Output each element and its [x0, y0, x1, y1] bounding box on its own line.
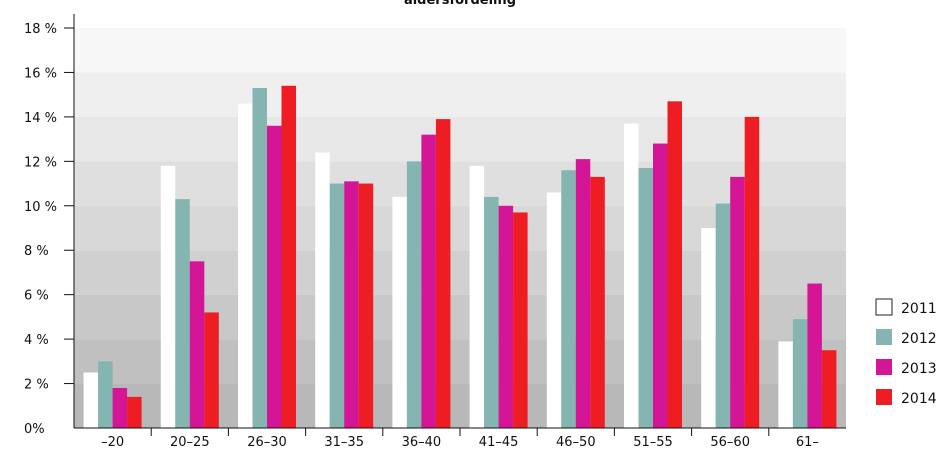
bar-2012-7: [638, 168, 653, 428]
x-tick-label: 20–25: [170, 435, 210, 450]
bar-2013-8: [730, 176, 745, 428]
legend-swatch-2013: [876, 359, 892, 375]
bar-2013-9: [807, 283, 822, 428]
bar-2013-3: [344, 181, 359, 428]
bar-2012-8: [715, 203, 731, 428]
bar-2012-6: [561, 170, 576, 428]
bar-2012-2: [252, 88, 267, 428]
bar-2011-6: [546, 192, 562, 428]
legend: 2011 2012 2013 2014: [875, 298, 937, 407]
bar-2012-4: [406, 161, 422, 429]
y-axis-ticks: 0% 2 % 4 % 6 % 8 % 10 % 12 % 14 % 16 % 18 %: [24, 22, 74, 437]
bar-2011-2: [238, 103, 253, 429]
y-tick-label: 16 %: [24, 66, 57, 81]
legend-label-2012: 2012: [901, 331, 937, 347]
bar-2013-4: [421, 134, 436, 428]
bar-2014-6: [590, 176, 605, 428]
y-tick-label: 14 %: [24, 111, 57, 126]
y-tick-label: 18 %: [24, 22, 57, 37]
bar-2014-8: [744, 116, 760, 428]
x-tick-label: 56–60: [710, 435, 750, 450]
bar-2012-0: [98, 361, 113, 428]
bar-2014-9: [821, 350, 837, 428]
bar-2011-0: [83, 372, 99, 428]
bar-2011-8: [701, 228, 716, 428]
x-tick-label: 36–40: [402, 435, 442, 450]
bar-2014-2: [281, 85, 296, 429]
y-tick-label: 4 %: [24, 333, 49, 348]
y-tick-label: 10 %: [24, 200, 57, 215]
background-band: [74, 161, 846, 206]
background-band: [74, 116, 846, 162]
x-tick-label: 41–45: [479, 435, 519, 450]
bar-2011-5: [469, 165, 485, 428]
x-tick-label: 26–30: [247, 435, 287, 450]
bar-2014-1: [204, 312, 219, 428]
x-tick-label: 31–35: [324, 435, 364, 450]
bar-2014-4: [435, 119, 451, 428]
bar-2014-5: [513, 212, 528, 428]
x-tick-label: 51–55: [633, 435, 673, 450]
bar-2011-9: [778, 341, 793, 428]
x-tick-label: 46–50: [556, 435, 596, 450]
x-axis-ticks: –20 20–25 26–30 31–35 36–40 41–45 46–50 51–55 56…: [101, 428, 819, 450]
bar-2013-5: [498, 205, 514, 428]
bar-2013-7: [653, 143, 668, 429]
y-tick-label: 6 %: [24, 289, 49, 304]
bars: [83, 85, 837, 429]
bar-2013-0: [112, 388, 128, 428]
legend-swatch-2011: [875, 298, 893, 316]
legend-label-2013: 2013: [901, 361, 937, 377]
bar-2012-1: [175, 199, 190, 428]
bar-2012-3: [329, 183, 345, 428]
bar-2011-1: [160, 165, 176, 428]
bar-2011-7: [624, 123, 639, 429]
bar-2014-0: [127, 396, 142, 428]
y-tick-label: 8 %: [24, 244, 49, 259]
background-band: [74, 28, 846, 73]
bar-2011-4: [392, 196, 407, 428]
legend-swatch-2012: [876, 329, 892, 345]
x-tick-label: –20: [101, 435, 124, 450]
chart-title: aldersfordeling: [404, 0, 516, 8]
x-tick-label: 61–: [796, 435, 819, 450]
y-tick-label: 12 %: [24, 155, 57, 170]
legend-label-2011: 2011: [901, 301, 937, 317]
legend-swatch-2014: [876, 389, 892, 405]
y-tick-label: 0%: [24, 422, 45, 437]
bar-2013-6: [575, 159, 591, 428]
bar-2012-5: [484, 196, 499, 428]
bar-2013-1: [189, 261, 205, 428]
bar-2013-2: [267, 125, 282, 429]
bar-2014-3: [358, 183, 374, 428]
y-tick-label: 2 %: [24, 378, 49, 393]
bar-2012-9: [792, 319, 808, 428]
bar-2011-3: [315, 152, 330, 428]
bar-2014-7: [667, 101, 682, 428]
background-band: [74, 72, 846, 117]
legend-label-2014: 2014: [901, 391, 937, 407]
